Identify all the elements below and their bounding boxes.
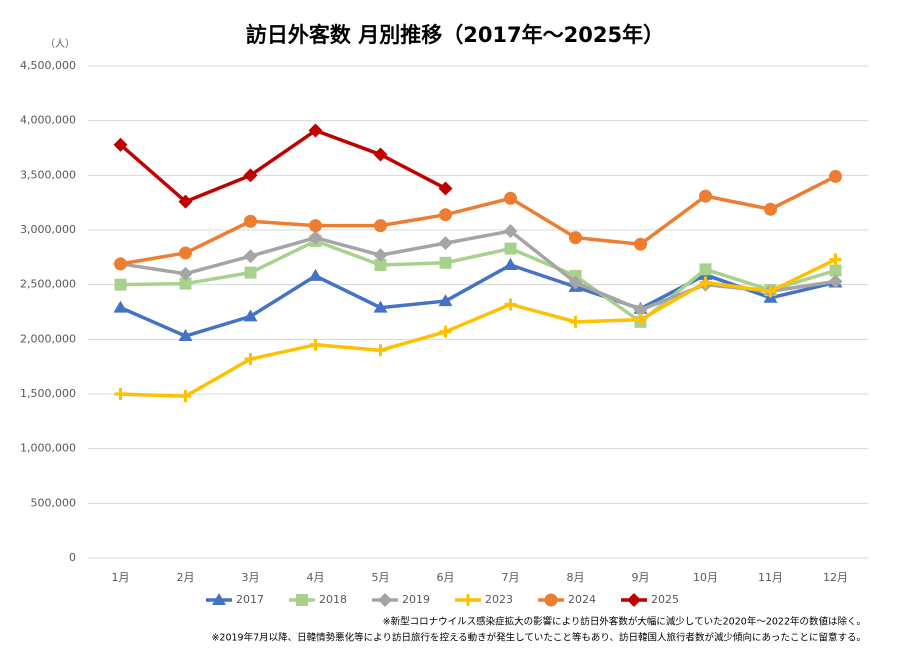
legend-label: 2018 xyxy=(319,593,347,606)
marker xyxy=(114,278,127,291)
marker xyxy=(569,231,582,245)
marker xyxy=(243,249,258,264)
marker xyxy=(113,137,128,152)
legend-marker xyxy=(462,594,474,606)
marker xyxy=(244,214,257,228)
marker xyxy=(243,168,258,183)
x-tick-label: 12月 xyxy=(823,571,848,584)
x-tick-label: 3月 xyxy=(242,571,260,584)
series-line xyxy=(120,229,836,312)
x-tick-label: 2月 xyxy=(177,571,195,584)
marker xyxy=(373,248,388,263)
marker xyxy=(699,263,712,276)
legend-marker xyxy=(627,593,641,607)
legend-marker xyxy=(212,593,226,605)
marker xyxy=(569,315,582,328)
marker xyxy=(699,189,712,203)
marker xyxy=(308,230,323,245)
marker xyxy=(439,256,452,269)
legend-label: 2025 xyxy=(651,593,679,606)
marker xyxy=(114,388,127,400)
series-line xyxy=(120,257,837,398)
x-tick-label: 8月 xyxy=(567,571,585,584)
marker xyxy=(634,313,647,326)
marker xyxy=(438,181,453,196)
marker xyxy=(503,224,518,239)
marker xyxy=(439,208,452,222)
x-tick-label: 4月 xyxy=(307,571,325,584)
marker xyxy=(373,300,388,313)
marker xyxy=(178,329,193,342)
marker xyxy=(309,338,322,351)
x-tick-label: 5月 xyxy=(372,571,390,584)
note: ※2019年7月以降、日韓情勢悪化等により訪日旅行を控える動きが発生していたこと… xyxy=(211,632,866,644)
marker xyxy=(504,298,517,311)
legend-label: 2024 xyxy=(568,593,596,606)
marker xyxy=(829,264,842,277)
marker xyxy=(244,266,257,279)
marker xyxy=(568,275,583,290)
marker xyxy=(244,353,257,366)
marker xyxy=(439,325,452,338)
y-tick-label: 3,000,000 xyxy=(20,223,76,236)
marker xyxy=(374,219,387,233)
y-tick-label: 0 xyxy=(69,551,76,564)
y-tick-label: 4,500,000 xyxy=(20,59,76,72)
y-unit: （人） xyxy=(45,38,75,50)
marker xyxy=(309,219,322,233)
note: ※新型コロナウイルス感染症拡大の影響により訪日外客数が大幅に減少していた2020… xyxy=(383,616,866,628)
legend-label: 2023 xyxy=(485,593,513,606)
series-line xyxy=(119,263,836,338)
x-tick-label: 10月 xyxy=(693,571,718,584)
marker xyxy=(764,202,777,216)
y-tick-label: 1,000,000 xyxy=(20,442,76,455)
y-tick-label: 3,500,000 xyxy=(20,168,76,181)
legend-label: 2019 xyxy=(402,593,430,606)
y-tick-label: 4,000,000 xyxy=(20,114,76,127)
series-line xyxy=(120,239,837,324)
marker xyxy=(179,390,192,403)
marker xyxy=(699,276,712,289)
chart-title: 訪日外客数 月別推移（2017年～2025年） xyxy=(246,23,664,47)
legend-marker xyxy=(378,593,392,607)
series-line xyxy=(120,174,837,266)
marker xyxy=(243,309,258,322)
y-tick-label: 2,500,000 xyxy=(20,278,76,291)
marker xyxy=(764,285,777,298)
marker xyxy=(179,246,192,260)
marker xyxy=(504,191,517,205)
marker xyxy=(113,300,128,313)
marker xyxy=(178,194,193,209)
legend-marker xyxy=(296,594,308,606)
marker xyxy=(114,257,127,271)
marker xyxy=(308,123,323,138)
marker xyxy=(374,258,387,271)
marker xyxy=(438,236,453,251)
x-tick-label: 11月 xyxy=(758,571,783,584)
marker xyxy=(373,147,388,162)
marker xyxy=(374,344,387,357)
marker xyxy=(829,169,842,183)
marker xyxy=(504,242,517,255)
marker xyxy=(828,274,843,289)
marker xyxy=(829,253,842,266)
y-tick-label: 1,500,000 xyxy=(20,387,76,400)
legend-marker xyxy=(544,593,558,607)
marker xyxy=(308,268,323,281)
x-tick-label: 9月 xyxy=(632,571,650,584)
x-tick-label: 7月 xyxy=(502,571,520,584)
marker xyxy=(634,237,647,251)
marker xyxy=(438,294,453,307)
y-tick-label: 500,000 xyxy=(31,496,77,509)
series-line xyxy=(119,128,447,204)
x-tick-label: 6月 xyxy=(437,571,455,584)
marker xyxy=(633,302,648,317)
marker xyxy=(179,277,192,290)
marker xyxy=(178,266,193,281)
legend-label: 2017 xyxy=(236,593,264,606)
marker xyxy=(503,257,518,270)
y-tick-label: 2,000,000 xyxy=(20,332,76,345)
x-tick-label: 1月 xyxy=(112,571,130,584)
